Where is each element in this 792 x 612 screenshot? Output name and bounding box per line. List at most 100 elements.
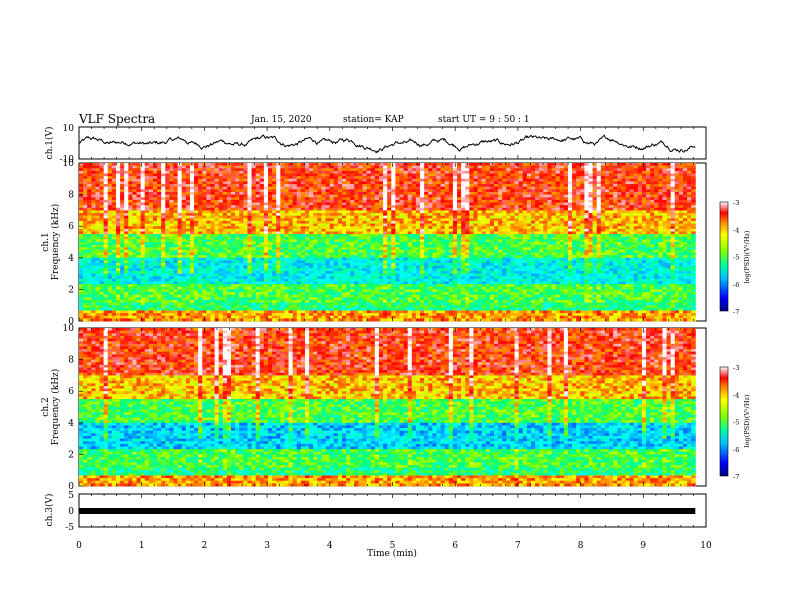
spectrogram-cell [374, 231, 380, 235]
spectrogram-cell [128, 239, 133, 243]
spectrogram-cell [399, 299, 405, 303]
spectrogram-cell [128, 234, 133, 238]
spectrogram-cell [317, 223, 322, 227]
spectrogram-cell [210, 297, 215, 301]
spectrogram-cell [317, 299, 322, 303]
spectrogram-cell [177, 218, 183, 222]
spectrogram-cell [354, 197, 359, 201]
spectrogram-cell [177, 220, 183, 224]
spectrogram-cell [247, 260, 252, 264]
spectrogram-cell [111, 310, 117, 314]
spectrogram-cell [83, 215, 88, 219]
spectrogram-cell [222, 197, 228, 201]
spectrogram-cell [107, 299, 113, 303]
spectrogram-cell [407, 307, 413, 311]
spectrogram-cell [148, 176, 154, 180]
spectrogram-cell [194, 305, 199, 309]
spectrogram-cell [366, 249, 372, 253]
spectrogram-cell [231, 168, 236, 172]
spectrogram-cell [95, 226, 100, 230]
spectrogram-cell [185, 247, 191, 251]
spectrogram-cell [329, 186, 335, 190]
spectrogram-cell [268, 218, 273, 222]
spectrogram-cell [259, 239, 265, 243]
spectrogram-cell [325, 236, 331, 240]
spectrogram-cell [358, 218, 363, 222]
spectrogram-cell [333, 257, 339, 261]
spectrogram-cell [95, 205, 100, 209]
spectrogram-cell [247, 210, 252, 214]
spectrogram-cell [239, 226, 244, 230]
spectrogram-cell [341, 223, 347, 227]
spectrogram-cell [177, 236, 183, 240]
spectrogram-cell [350, 299, 355, 303]
spectrogram-cell [329, 268, 335, 272]
spectrogram-cell [358, 210, 363, 214]
spectrogram-cell [235, 315, 240, 319]
spectrogram-cell [276, 207, 281, 211]
spectrogram-cell [79, 173, 84, 177]
spectrogram-cell [407, 218, 413, 222]
spectrogram-cell [378, 244, 384, 248]
spectrogram-cell [132, 181, 137, 185]
spectrogram-cell [103, 197, 109, 201]
spectrogram-cell [239, 249, 244, 253]
spectrogram-cell [415, 249, 421, 253]
spectrogram-cell [280, 305, 285, 309]
spectrogram-cell [329, 236, 335, 240]
spectrogram-cell [288, 268, 294, 272]
spectrogram-cell [395, 231, 400, 235]
spectrogram-cell [152, 210, 158, 214]
spectrogram-cell [128, 310, 133, 314]
spectrogram-cell [185, 268, 191, 272]
spectrogram-cell [214, 260, 220, 264]
spectrogram-cell [169, 191, 174, 195]
spectrogram-cell [132, 223, 137, 227]
spectrogram-cell [231, 281, 236, 285]
spectrogram-cell [407, 213, 413, 217]
spectrogram-cell [115, 263, 121, 267]
spectrogram-cell [259, 284, 265, 288]
spectrogram-cell [329, 191, 335, 195]
spectrogram-cell [194, 270, 199, 274]
spectrogram-cell [309, 265, 314, 269]
spectrogram-cell [206, 228, 211, 232]
spectrogram-cell [251, 257, 257, 261]
spectrogram-cell [346, 205, 351, 209]
spectrogram-cell [128, 181, 133, 185]
spectrogram-cell [399, 247, 405, 251]
spectrogram-cell [140, 247, 146, 251]
spectrogram-cell [152, 273, 158, 277]
spectrogram-cell [87, 176, 92, 180]
spectrogram-cell [132, 273, 137, 277]
spectrogram-cell [304, 297, 310, 301]
spectrogram-cell [243, 236, 248, 240]
spectrogram-cell [152, 184, 158, 188]
spectrogram-cell [91, 205, 96, 209]
spectrogram-cell [391, 318, 396, 322]
spectrogram-cell [341, 257, 347, 261]
spectrogram-cell [346, 268, 351, 272]
spectrogram-cell [276, 239, 281, 243]
spectrogram-cell [395, 207, 400, 211]
spectrogram-cell [210, 236, 215, 240]
spectrogram-cell [346, 260, 351, 264]
spectrogram-cell [194, 199, 199, 203]
spectrogram-cell [395, 176, 400, 180]
spectrogram-cell [268, 299, 273, 303]
spectrogram-cell [399, 244, 405, 248]
spectrogram-cell [222, 289, 228, 293]
spectrogram-cell [140, 184, 146, 188]
spectrogram-cell [140, 257, 146, 261]
spectrogram-cell [132, 270, 137, 274]
spectrogram-cell [107, 278, 113, 282]
spectrogram-cell [263, 220, 269, 224]
spectrogram-cell [157, 197, 162, 201]
spectrogram-cell [383, 247, 388, 251]
spectrogram-cell [218, 239, 224, 243]
spectrogram-cell [280, 307, 285, 311]
spectrogram-cell [309, 220, 314, 224]
spectrogram-cell [304, 191, 310, 195]
spectrogram-cell [292, 213, 298, 217]
spectrogram-cell [337, 186, 343, 190]
